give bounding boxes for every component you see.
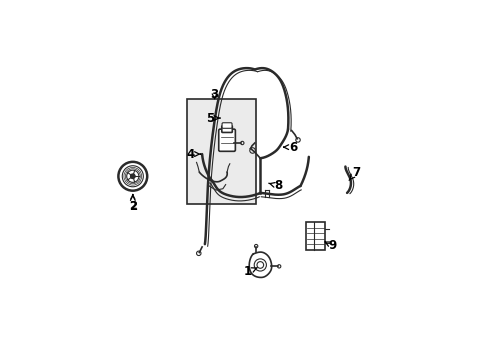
Circle shape — [130, 174, 135, 179]
Text: 3: 3 — [210, 88, 218, 101]
Text: 6: 6 — [283, 141, 297, 154]
FancyBboxPatch shape — [222, 126, 232, 132]
Bar — [186, 99, 256, 204]
Text: 4: 4 — [186, 148, 200, 161]
Text: 2: 2 — [129, 195, 137, 211]
FancyBboxPatch shape — [218, 129, 235, 151]
Text: 5: 5 — [206, 112, 220, 125]
Bar — [305, 222, 325, 250]
Text: 2: 2 — [128, 195, 137, 213]
Text: 1: 1 — [244, 265, 257, 278]
FancyBboxPatch shape — [222, 123, 232, 128]
Text: 9: 9 — [325, 239, 336, 252]
Text: 8: 8 — [268, 179, 282, 193]
Text: 7: 7 — [348, 166, 359, 180]
